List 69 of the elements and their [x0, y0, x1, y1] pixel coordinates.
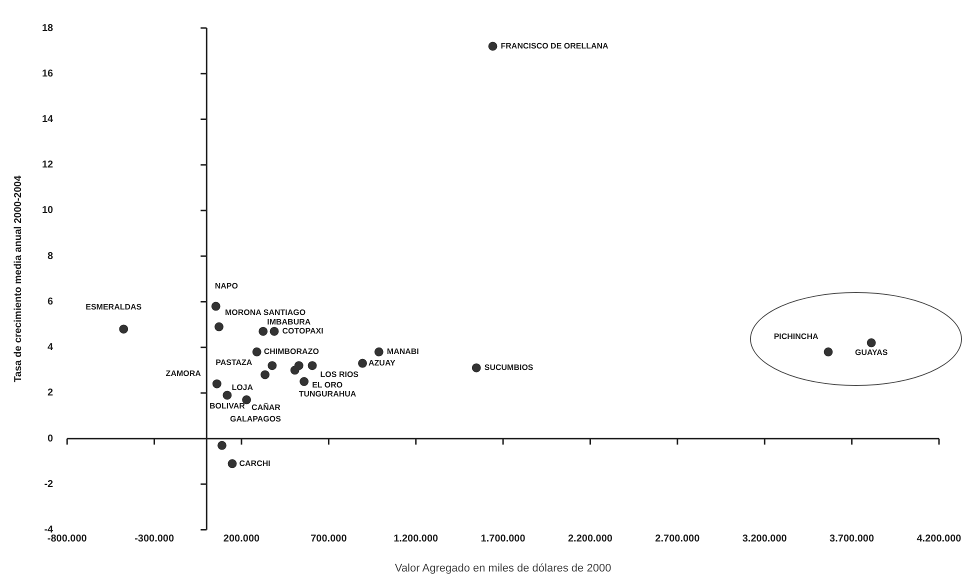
- annotation: AZUAY: [368, 358, 396, 368]
- y-tick-label: 12: [42, 160, 54, 171]
- annotation: GALAPAGOS: [230, 414, 282, 424]
- point: [270, 326, 279, 336]
- point: [488, 42, 498, 51]
- point: [242, 395, 252, 404]
- annotation: PICHINCHA: [774, 332, 818, 342]
- annotation: MORONA SANTIAGO: [225, 308, 306, 317]
- x-tick-label: 2.200.000: [568, 534, 613, 545]
- annotation: NAPO: [214, 281, 238, 290]
- annotation: FRANCISCO DE ORELLANA: [500, 41, 609, 50]
- y-tick-label: 4: [48, 342, 54, 354]
- point: [308, 361, 317, 370]
- y-tick-label: -4: [44, 524, 54, 536]
- point: [252, 347, 262, 356]
- annotation: COTOPAXI: [282, 326, 324, 336]
- annotation: LOS RIOS: [320, 370, 360, 379]
- annotation: CHIMBORAZO: [264, 347, 319, 356]
- x-tick-label: 700.000: [310, 534, 348, 545]
- point: [472, 363, 481, 372]
- point: [866, 338, 876, 348]
- x-tick-label: 1.700.000: [480, 534, 526, 545]
- annotation: GUAYAS: [854, 348, 888, 357]
- y-tick-label: 16: [42, 68, 54, 80]
- y-tick-label: 6: [48, 296, 54, 308]
- y-tick-label: 8: [48, 250, 54, 262]
- point: [212, 379, 222, 388]
- x-tick-label: 3.700.000: [830, 534, 874, 545]
- annotation: ZAMORA: [166, 369, 202, 378]
- annotation: BOLIVAR: [209, 401, 246, 410]
- annotation: MANABI: [386, 347, 419, 356]
- y-axis-title: Tasa de crecimiento media anual 2000-2004: [12, 175, 24, 382]
- point: [300, 377, 309, 386]
- x-tick-label: -800.000: [47, 534, 88, 545]
- point: [214, 322, 224, 332]
- point: [258, 326, 268, 336]
- annotation: CAÑAR: [252, 402, 281, 412]
- annotation: SUCUMBIOS: [484, 363, 534, 372]
- point: [268, 361, 277, 370]
- x-tick-label: 4.200.000: [916, 534, 962, 545]
- x-tick-label: 2.700.000: [655, 534, 700, 545]
- annotation: ESMERALDAS: [86, 302, 142, 312]
- annotation: CARCHI: [239, 458, 270, 468]
- point: [217, 440, 226, 450]
- annotation: TUNGURAHUA: [298, 389, 356, 398]
- x-tick-label: 1.200.000: [394, 534, 439, 545]
- y-tick-label: 2: [48, 388, 54, 399]
- y-tick-label: 10: [42, 205, 54, 216]
- point: [228, 459, 237, 468]
- x-tick-label: 3.200.000: [742, 534, 788, 545]
- point: [260, 370, 270, 380]
- point: [374, 347, 384, 356]
- x-axis-title: Valor Agregado en miles de dólares de 2000: [394, 562, 612, 574]
- point: [211, 302, 220, 311]
- annotation: EL ORO: [312, 380, 343, 390]
- x-tick-label: 200.000: [223, 534, 260, 545]
- point: [119, 324, 128, 334]
- annotation: PASTAZA: [216, 358, 252, 367]
- annotation: IMBABURA: [267, 318, 311, 327]
- y-tick-label: 14: [42, 114, 54, 125]
- annotation: LOJA: [232, 382, 254, 392]
- point: [358, 358, 368, 368]
- point: [294, 361, 304, 370]
- y-tick-label: 18: [42, 22, 54, 34]
- y-tick-label: -2: [44, 478, 54, 490]
- y-tick-label: 0: [48, 433, 54, 444]
- point: [824, 347, 833, 356]
- x-tick-label: -300.000: [134, 534, 174, 545]
- point: [222, 390, 232, 400]
